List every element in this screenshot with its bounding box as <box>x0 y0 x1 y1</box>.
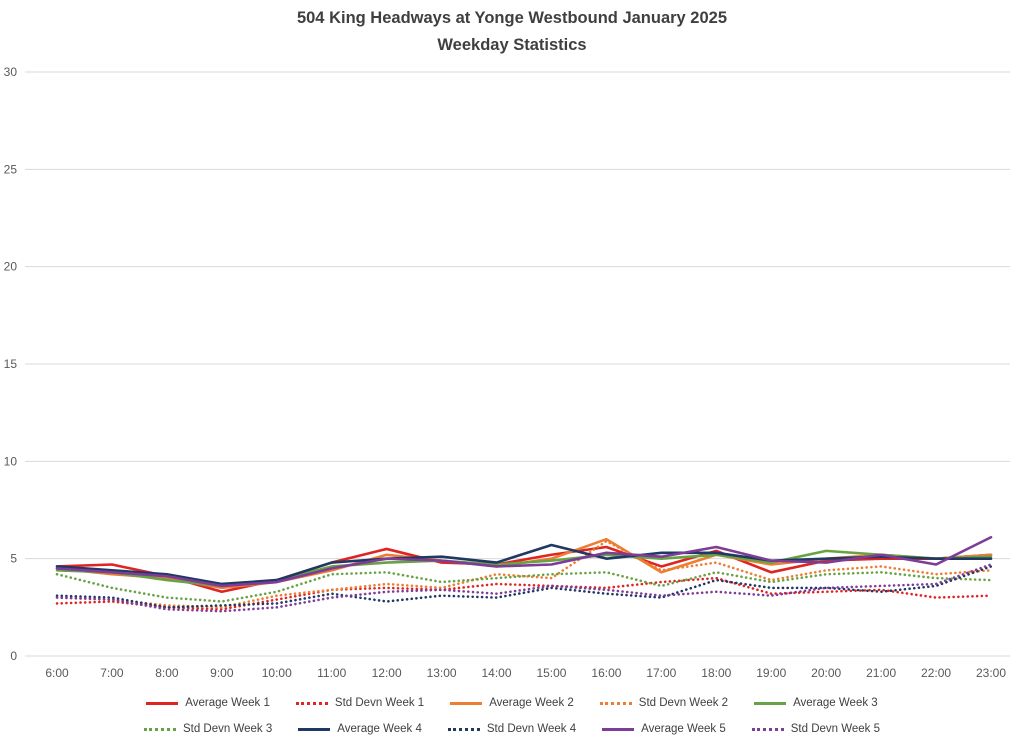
legend-item: Std Devn Week 2 <box>599 697 729 709</box>
x-axis-label: 22:00 <box>921 666 951 680</box>
legend-label: Std Devn Week 3 <box>182 723 273 735</box>
x-axis-label: 14:00 <box>482 666 512 680</box>
legend-label: Average Week 2 <box>489 697 574 709</box>
x-axis-label: 10:00 <box>262 666 292 680</box>
x-axis-label: 17:00 <box>646 666 676 680</box>
solid-line-sample-icon <box>146 701 179 705</box>
legend-item: Std Devn Week 3 <box>143 723 273 735</box>
dotted-line-sample-icon <box>751 727 784 731</box>
x-axis-label: 11:00 <box>317 666 346 680</box>
chart-title-block: 504 King Headways at Yonge Westbound Jan… <box>0 5 1024 59</box>
dotted-line-sample-icon <box>599 701 632 705</box>
legend-label: Average Week 5 <box>641 723 726 735</box>
legend-item: Std Devn Week 1 <box>295 697 425 709</box>
solid-line-sample-icon <box>602 727 635 731</box>
x-axis-label: 18:00 <box>701 666 731 680</box>
solid-line-sample-icon <box>450 701 483 705</box>
legend-item: Std Devn Week 5 <box>751 723 881 735</box>
dotted-line-sample-icon <box>143 727 176 731</box>
std-devn-week-1-line <box>55 576 993 611</box>
dotted-line-sample-icon <box>447 727 480 731</box>
legend-label: Average Week 1 <box>185 697 270 709</box>
average-week-5-line <box>55 535 993 588</box>
legend-row: Average Week 1 Std Devn Week 1 Average Wee… <box>0 690 1024 716</box>
std-devn-week-3-line <box>55 570 993 603</box>
x-axis-label: 23:00 <box>976 666 1006 680</box>
legend-item: Average Week 5 <box>602 723 726 735</box>
y-axis-label: 25 <box>4 162 18 176</box>
legend-item: Average Week 1 <box>146 697 270 709</box>
x-axis-label: 6:00 <box>45 666 69 680</box>
std-devn-week-5-line <box>55 563 993 613</box>
legend-label: Std Devn Week 1 <box>334 697 425 709</box>
dotted-line-sample-icon <box>295 701 328 705</box>
y-axis-label: 5 <box>10 552 17 566</box>
legend-row: Std Devn Week 3 Average Week 4 Std Devn We… <box>0 716 1024 739</box>
chart-title: 504 King Headways at Yonge Westbound Jan… <box>296 9 728 27</box>
y-axis-label: 10 <box>4 454 18 468</box>
legend-item: Average Week 4 <box>298 723 422 735</box>
x-axis-label: 20:00 <box>811 666 841 680</box>
chart-legend: Average Week 1 Std Devn Week 1 Average Wee… <box>0 690 1024 739</box>
y-axis-label: 0 <box>10 649 17 663</box>
x-axis-label: 8:00 <box>155 666 179 680</box>
legend-label: Std Devn Week 2 <box>638 697 729 709</box>
std-devn-week-4-line <box>55 565 993 609</box>
y-axis-label: 15 <box>4 357 18 371</box>
legend-label: Average Week 3 <box>793 697 878 709</box>
legend-label: Std Devn Week 4 <box>486 723 577 735</box>
x-axis-label: 15:00 <box>536 666 566 680</box>
plot-area: 0 5 10 15 20 25 30 6:00 7:00 8:00 9:00 10:00 11:00 12… <box>4 65 1010 680</box>
x-axis-label: 19:00 <box>756 666 786 680</box>
y-axis-label: 30 <box>4 65 18 79</box>
average-week-4-line <box>55 543 993 586</box>
legend-item: Average Week 3 <box>754 697 878 709</box>
x-axis-label: 21:00 <box>866 666 896 680</box>
x-axis-label: 12:00 <box>372 666 402 680</box>
x-axis-label: 13:00 <box>427 666 457 680</box>
legend-label: Average Week 4 <box>337 723 422 735</box>
x-axis-label: 9:00 <box>210 666 234 680</box>
x-axis-label: 16:00 <box>591 666 621 680</box>
legend-item: Average Week 2 <box>450 697 574 709</box>
legend-item: Std Devn Week 4 <box>447 723 577 735</box>
std-devn-week-2-line <box>55 539 993 609</box>
solid-line-sample-icon <box>754 701 787 705</box>
y-axis-label: 20 <box>4 260 18 274</box>
chart-subtitle: Weekday Statistics <box>437 36 587 54</box>
solid-line-sample-icon <box>298 727 331 731</box>
legend-label: Std Devn Week 5 <box>790 723 881 735</box>
x-axis-label: 7:00 <box>100 666 124 680</box>
